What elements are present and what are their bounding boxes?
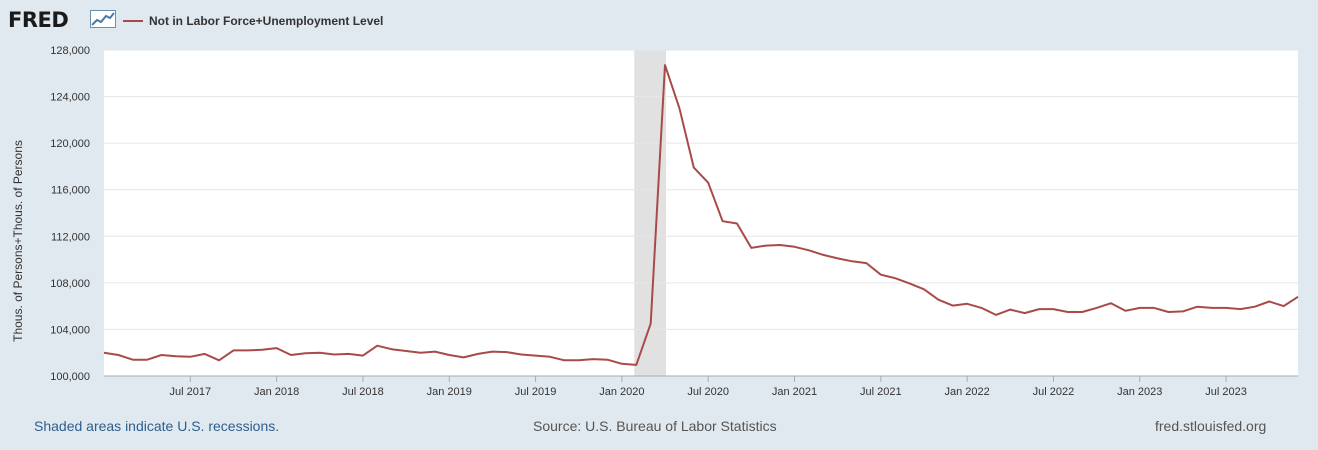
chart-line-icon — [90, 10, 116, 28]
line-chart[interactable]: 100,000 104,000 108,000 112,000 116,000 120,0… — [0, 0, 1318, 410]
x-tick-label: Jan 2018 — [254, 386, 299, 398]
y-tick-label: 124,000 — [50, 92, 90, 104]
source-text: Source: U.S. Bureau of Labor Statistics — [533, 418, 777, 434]
plot-area — [104, 50, 1298, 376]
x-tick-label: Jul 2018 — [342, 386, 384, 398]
y-tick-label: 100,000 — [50, 371, 90, 383]
x-tick-label: Jan 2021 — [772, 386, 817, 398]
series-line — [103, 64, 1299, 366]
chart-header: FRED Not in Labor Force+Unemployment Lev… — [8, 6, 608, 36]
fred-logo[interactable]: FRED — [8, 8, 69, 32]
legend-swatch — [123, 19, 143, 22]
x-tick-label: Jul 2017 — [170, 386, 212, 398]
x-tick-label: Jul 2023 — [1205, 386, 1247, 398]
y-tick-label: 116,000 — [51, 185, 90, 197]
legend-label: Not in Labor Force+Unemployment Level — [149, 14, 384, 28]
x-tick-label: Jul 2020 — [687, 386, 729, 398]
y-tick-label: 112,000 — [51, 231, 90, 243]
x-tick-label: Jan 2019 — [427, 386, 472, 398]
legend-item: Not in Labor Force+Unemployment Level — [123, 14, 383, 28]
x-tick-label: Jan 2020 — [599, 386, 644, 398]
x-tick-label: Jul 2022 — [1033, 386, 1075, 398]
x-tick-label: Jul 2021 — [860, 386, 902, 398]
x-tick-label: Jan 2022 — [944, 386, 989, 398]
y-tick-label: 120,000 — [50, 138, 90, 150]
y-tick-label: 128,000 — [50, 45, 90, 57]
x-tick-label: Jan 2023 — [1117, 386, 1162, 398]
site-link[interactable]: fred.stlouisfed.org — [1155, 418, 1267, 434]
y-axis-label: Thous. of Persons+Thous. of Persons — [11, 140, 25, 342]
y-tick-label: 104,000 — [50, 324, 90, 336]
recession-note[interactable]: Shaded areas indicate U.S. recessions. — [34, 418, 280, 434]
y-tick-label: 108,000 — [50, 278, 90, 290]
x-tick-label: Jul 2019 — [515, 386, 557, 398]
